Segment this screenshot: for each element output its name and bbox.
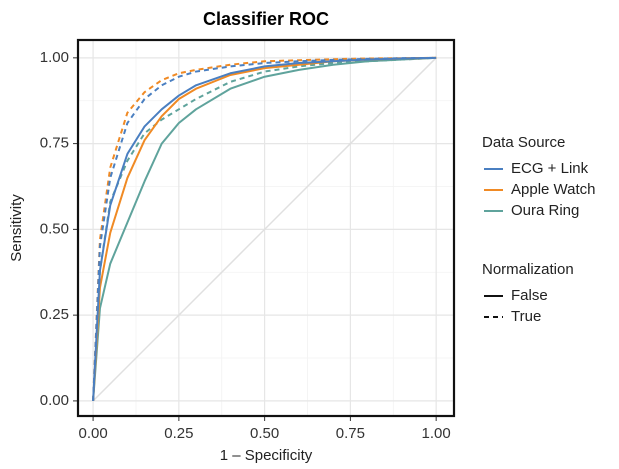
y-tick-label: 0.75	[40, 135, 69, 152]
roc-line	[92, 56, 437, 401]
legend-label: False	[511, 287, 548, 304]
chart-title: Classifier ROC	[203, 9, 329, 29]
y-tick-label: 0.25	[40, 306, 69, 323]
legend-label: ECG + Link	[511, 160, 589, 177]
x-tick-label: 0.25	[164, 425, 193, 442]
y-tick-label: 0.00	[40, 392, 69, 409]
legend-label: Apple Watch	[511, 181, 596, 198]
roc-line	[92, 56, 437, 401]
x-tick-label: 1.00	[422, 425, 451, 442]
y-tick-label: 1.00	[40, 49, 69, 66]
roc-line	[92, 56, 437, 401]
x-tick-label: 0.75	[336, 425, 365, 442]
y-axis-label: Sensitivity	[8, 194, 25, 262]
x-tick-label: 0.50	[250, 425, 279, 442]
roc-line	[92, 56, 437, 401]
x-tick-label: 0.00	[78, 425, 107, 442]
reference-diagonal	[92, 57, 437, 402]
plot-border	[76, 38, 456, 418]
y-tick-label: 0.50	[40, 220, 69, 237]
legend-title: Data Source	[482, 134, 565, 151]
legend-label: True	[511, 308, 541, 325]
x-axis-label: 1 – Specificity	[220, 447, 313, 464]
legend-title: Normalization	[482, 261, 574, 278]
legend-label: Oura Ring	[511, 202, 579, 219]
